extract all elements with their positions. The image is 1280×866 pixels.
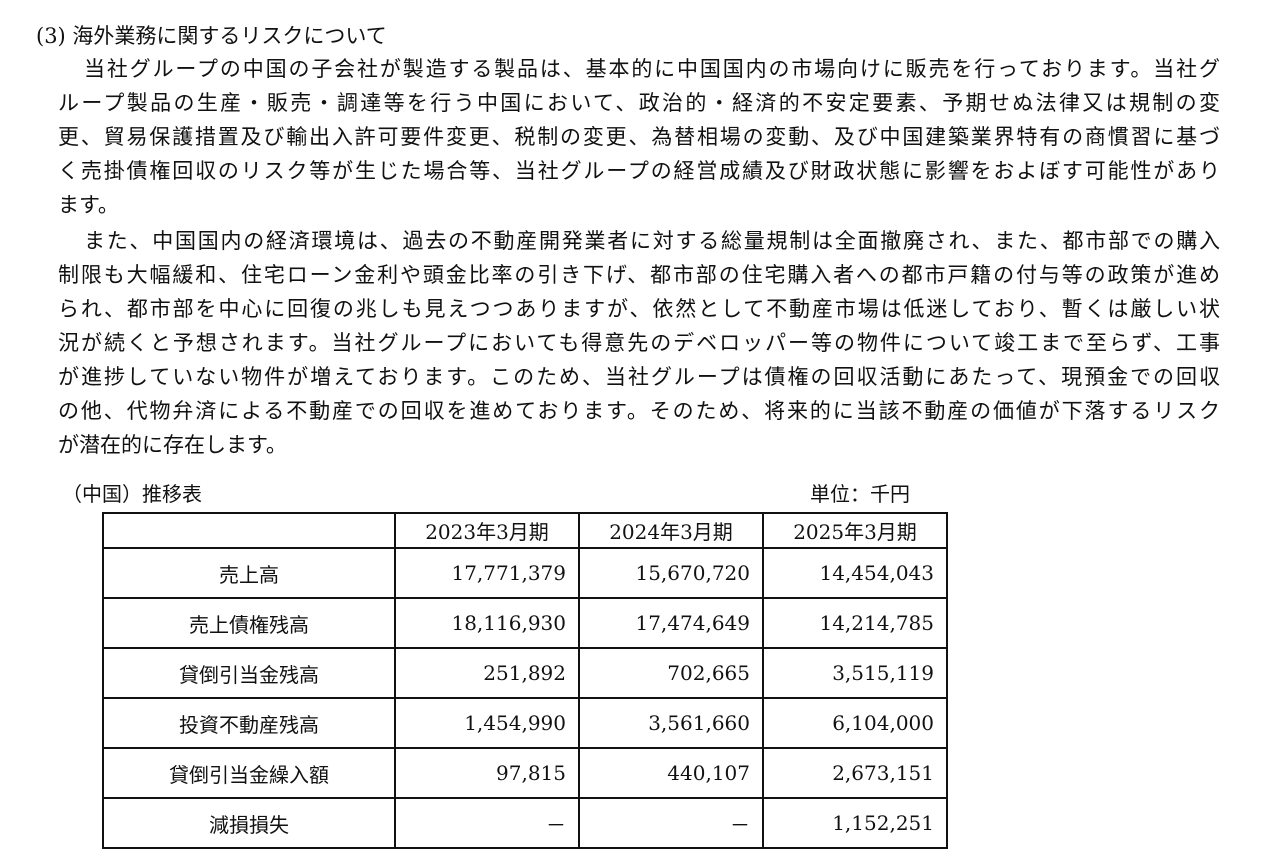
value-cell: 15,670,720 (578, 547, 764, 599)
table-row: 売上債権残高 18,116,930 17,474,649 14,214,785 (102, 597, 948, 649)
row-label: 投資不動産残高 (102, 697, 396, 749)
row-label: 貸倒引当金残高 (102, 647, 396, 699)
column-header: 2025年3月期 (762, 512, 948, 549)
table-row: 投資不動産残高 1,454,990 3,561,660 6,104,000 (102, 697, 948, 749)
value-cell: 2,673,151 (762, 747, 948, 799)
text-line: が潜在的に存在します。 (58, 433, 287, 457)
column-header: 2023年3月期 (394, 512, 580, 549)
column-header: 2024年3月期 (578, 512, 764, 549)
value-cell: － (578, 797, 764, 849)
value-cell: 14,454,043 (762, 547, 948, 599)
row-label: 減損損失 (102, 797, 396, 849)
row-label: 売上債権残高 (102, 597, 396, 649)
value-cell: 97,815 (394, 747, 580, 799)
section-heading: (3) 海外業務に関するリスクについて (36, 24, 387, 48)
value-cell: 3,561,660 (578, 697, 764, 749)
table-row: 貸倒引当金残高 251,892 702,665 3,515,119 (102, 647, 948, 699)
value-cell: 3,515,119 (762, 647, 948, 699)
text-line: 更、貿易保護措置及び輸出入許可要件変更、税制の変更、為替相場の変動、及び中国建築… (58, 125, 1220, 149)
paragraph-2: また、中国国内の経済環境は、過去の不動産開発業者に対する総量規制は全面撤廃され、… (58, 224, 1220, 462)
value-cell: － (394, 797, 580, 849)
text-line: く売掛債権回収のリスク等が生じた場合等、当社グループの経営成績及び財政状態に影響… (58, 159, 1220, 183)
value-cell: 18,116,930 (394, 597, 580, 649)
text-line: 況が続くと予想されます。当社グループにおいても得意先のデベロッパー等の物件につい… (58, 331, 1220, 355)
text-line: の他、代物弁済による不動産での回収を進めております。そのため、将来的に当該不動産… (58, 399, 1220, 423)
value-cell: 17,474,649 (578, 597, 764, 649)
text-line: 制限も大幅緩和、住宅ローン金利や頭金比率の引き下げ、都市部の住宅購入者への都市戸… (58, 263, 1220, 287)
table-row: 売上高 17,771,379 15,670,720 14,454,043 (102, 547, 948, 599)
china-trend-table: 2023年3月期 2024年3月期 2025年3月期 売上高 17,771,379… (102, 512, 948, 849)
paragraph-1: 当社グループの中国の子会社が製造する製品は、基本的に中国国内の市場向けに販売を行… (58, 52, 1220, 222)
table-header-row: 2023年3月期 2024年3月期 2025年3月期 (102, 512, 948, 549)
table-row: 貸倒引当金繰入額 97,815 440,107 2,673,151 (102, 747, 948, 799)
text-line: が進捗していない物件が増えております。このため、当社グループは債権の回収活動にあ… (58, 365, 1220, 389)
header-blank-cell (102, 512, 396, 549)
text-line: 当社グループの中国の子会社が製造する製品は、基本的に中国国内の市場向けに販売を行… (84, 57, 1220, 81)
row-label: 貸倒引当金繰入額 (102, 747, 396, 799)
value-cell: 1,152,251 (762, 797, 948, 849)
value-cell: 17,771,379 (394, 547, 580, 599)
text-line: また、中国国内の経済環境は、過去の不動産開発業者に対する総量規制は全面撤廃され、… (84, 229, 1220, 253)
text-line: られ、都市部を中心に回復の兆しも見えつつありますが、依然として不動産市場は低迷し… (58, 297, 1220, 321)
table-unit: 単位：千円 (810, 482, 910, 506)
value-cell: 14,214,785 (762, 597, 948, 649)
table-caption: （中国）推移表 (62, 482, 202, 506)
value-cell: 6,104,000 (762, 697, 948, 749)
value-cell: 251,892 (394, 647, 580, 699)
text-line: ます。 (58, 193, 119, 217)
table-row: 減損損失－－ 1,152,251 (102, 797, 948, 849)
value-cell: 702,665 (578, 647, 764, 699)
row-label: 売上高 (102, 547, 396, 599)
value-cell: 1,454,990 (394, 697, 580, 749)
text-line: ループ製品の生産・販売・調達等を行う中国において、政治的・経済的不安定要素、予期… (58, 91, 1220, 115)
value-cell: 440,107 (578, 747, 764, 799)
